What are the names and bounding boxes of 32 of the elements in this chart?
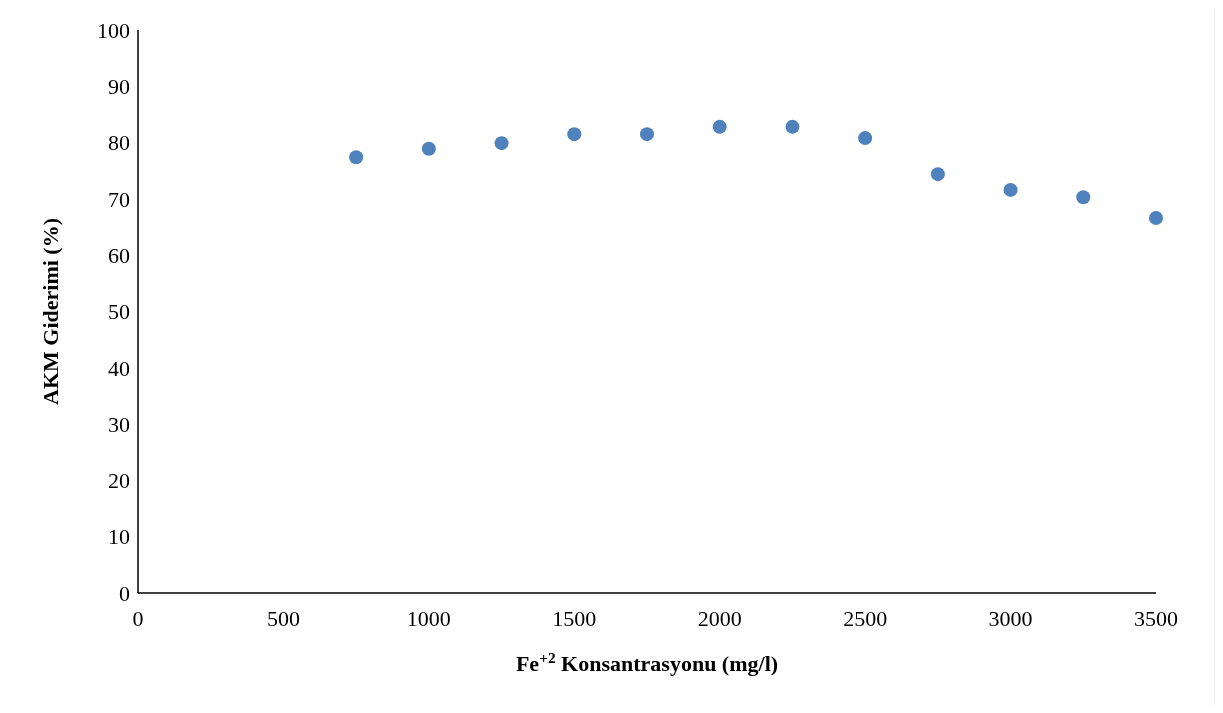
point: [494, 136, 509, 151]
y-tick-label: 60: [108, 242, 130, 268]
y-tick-label: 0: [119, 580, 130, 606]
point: [640, 127, 654, 142]
point: [1076, 190, 1091, 205]
x-tick-label: 1500: [552, 606, 597, 631]
point: [421, 141, 436, 156]
y-axis-title: AKM Giderimi (%): [38, 218, 63, 405]
point: [930, 167, 945, 182]
x-tick-label: 2000: [697, 606, 742, 631]
point: [785, 119, 800, 134]
y-tick-label: 10: [108, 524, 130, 550]
x-tick-label: 1000: [406, 606, 451, 631]
y-tick-label: 100: [97, 17, 130, 43]
y-tick-label: 70: [108, 186, 130, 212]
y-tick-label: 40: [108, 355, 130, 381]
point: [712, 119, 727, 134]
x-axis-title: Fe$^{+2}$ Konsantrasyonu (mg/l): [515, 648, 779, 676]
x-tick-label: 3000: [988, 606, 1033, 631]
x-tick-label: 500: [266, 606, 300, 631]
point: [567, 127, 582, 142]
y-tick-label: 80: [108, 130, 130, 156]
y-tick-label: 20: [108, 468, 130, 494]
point: [1149, 211, 1163, 226]
point: [349, 150, 364, 165]
y-tick-label: 90: [108, 74, 130, 99]
point: [858, 131, 873, 146]
y-tick-label: 30: [108, 411, 130, 437]
x-tick-label: 3500: [1134, 606, 1178, 631]
y-tick-label: 50: [108, 299, 130, 325]
x-tick-label: 2500: [843, 606, 888, 631]
point: [1003, 182, 1018, 197]
